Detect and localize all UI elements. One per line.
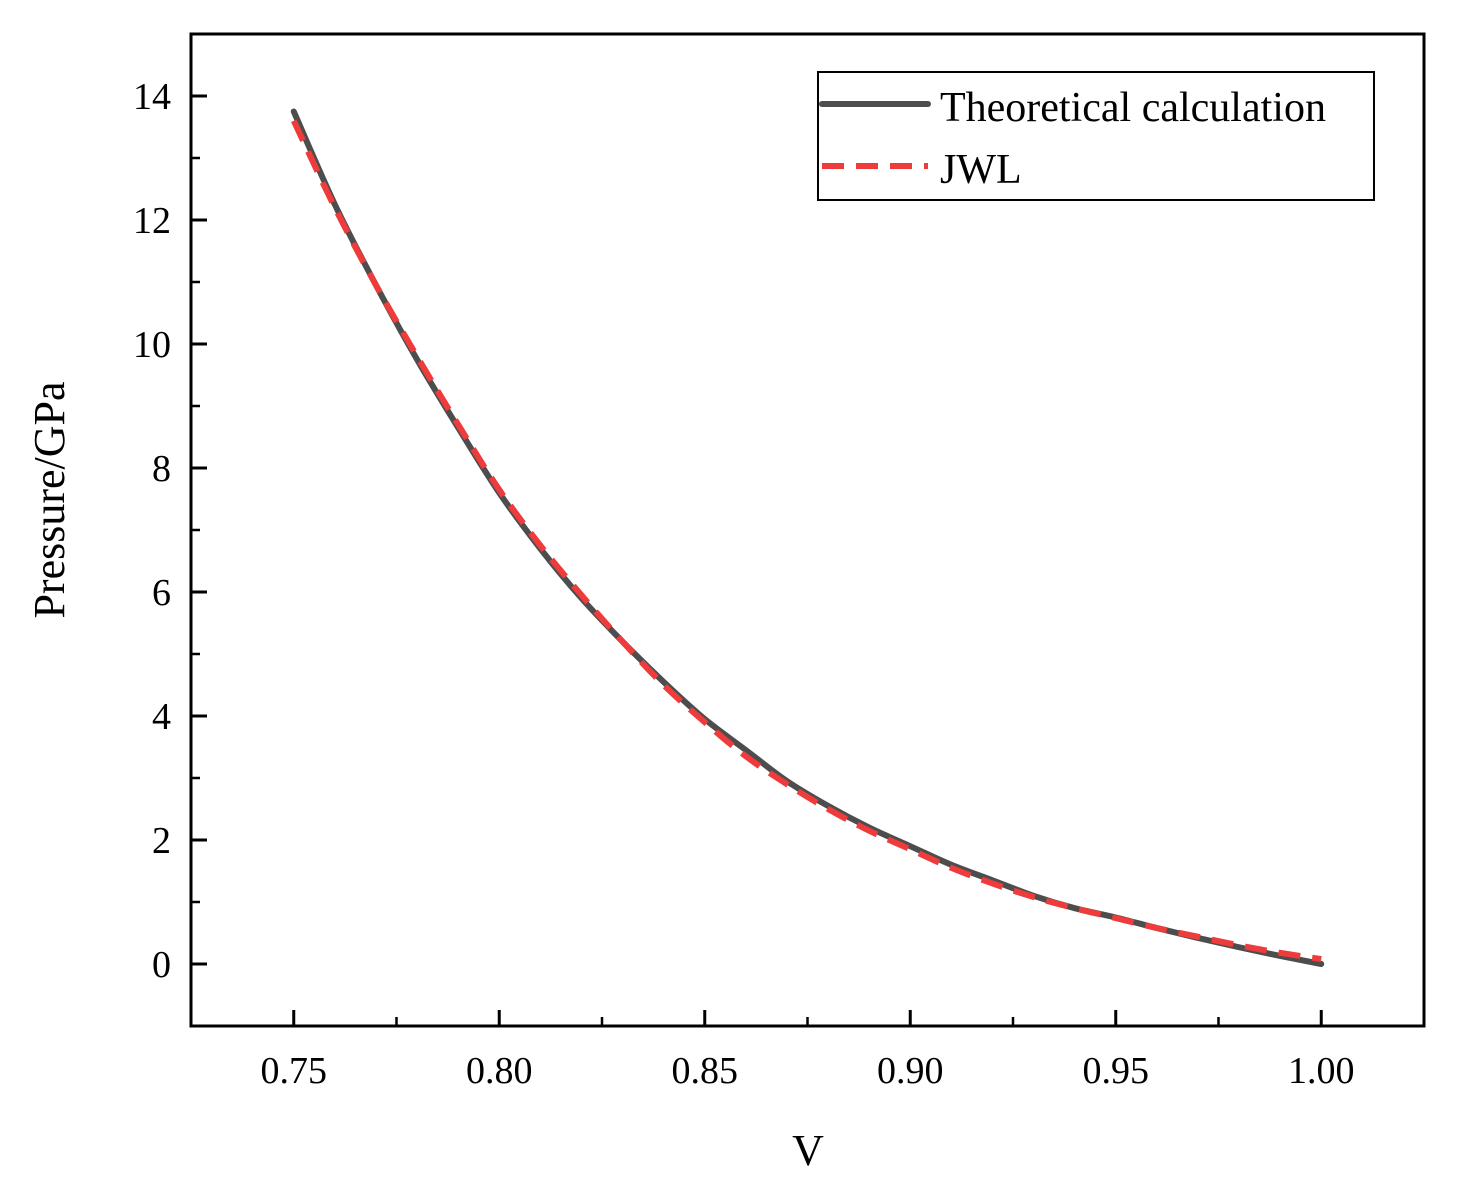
y-tick-label: 12 xyxy=(133,200,171,242)
y-tick-label: 8 xyxy=(152,448,171,490)
legend: Theoretical calculation JWL xyxy=(817,71,1375,201)
y-tick-label: 6 xyxy=(152,572,171,614)
series-line-theoretical xyxy=(290,108,1325,967)
series-line-jwl xyxy=(291,119,1322,963)
y-tick-label: 0 xyxy=(152,944,171,986)
x-axis-title: V xyxy=(792,1126,824,1175)
y-tick-label: 10 xyxy=(133,324,171,366)
x-tick-label: 0.80 xyxy=(466,1050,533,1092)
legend-label-jwl: JWL xyxy=(940,147,1022,193)
x-tick-label: 0.85 xyxy=(672,1050,739,1092)
x-axis-ticks: 0.75 0.80 0.85 0.90 0.95 1.00 xyxy=(261,1010,1355,1092)
y-tick-label: 2 xyxy=(152,820,171,862)
y-tick-label: 14 xyxy=(133,76,171,118)
legend-label-theoretical: Theoretical calculation xyxy=(940,85,1326,131)
x-tick-label: 0.90 xyxy=(877,1050,944,1092)
y-tick-label: 4 xyxy=(152,696,171,738)
x-tick-label: 0.95 xyxy=(1083,1050,1150,1092)
x-tick-label: 1.00 xyxy=(1288,1050,1355,1092)
series-layer xyxy=(290,108,1325,967)
y-axis-title: Pressure/GPa xyxy=(25,381,74,618)
x-tick-label: 0.75 xyxy=(261,1050,328,1092)
y-axis-ticks: 0 2 4 6 8 10 12 14 xyxy=(133,32,207,1028)
legend-box xyxy=(817,71,1375,201)
